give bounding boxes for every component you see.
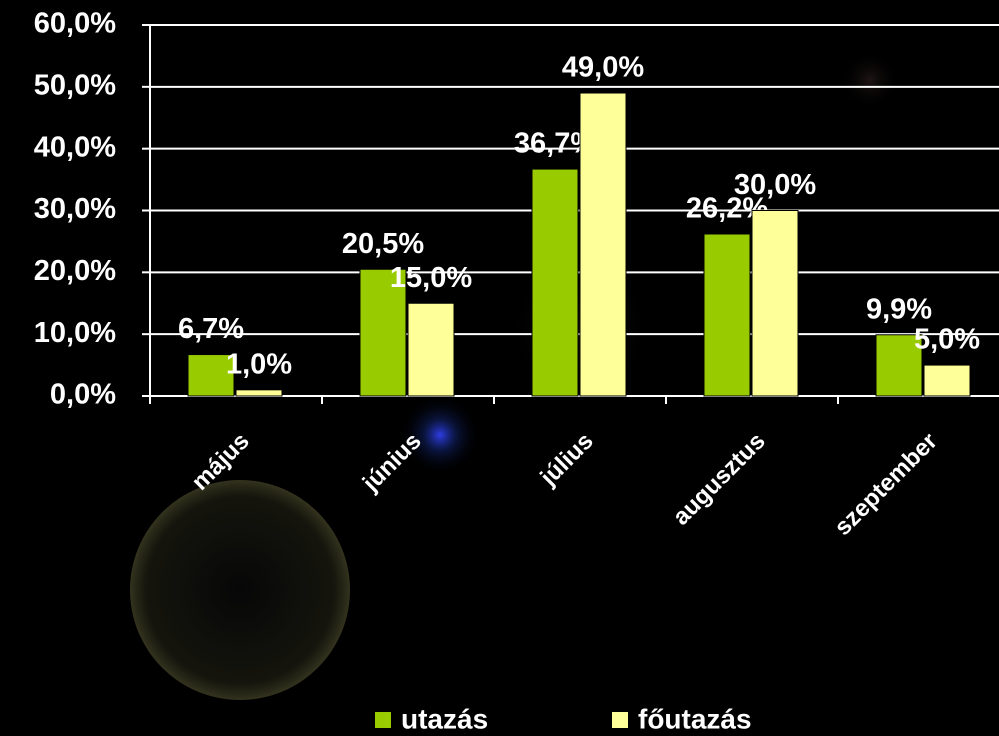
y-tick-label: 60,0% [34,8,116,40]
data-label: 49,0% [562,52,644,84]
y-tick-label: 10,0% [34,317,116,349]
bar [751,210,799,397]
bar [923,364,971,397]
plot: 0,0%10,0%20,0%30,0%40,0%50,0%60,0%május6… [34,8,999,734]
data-label: 30,0% [734,169,816,201]
bar [703,233,751,397]
legend-label: utazás [401,703,488,734]
bar [187,354,235,397]
data-label: 1,0% [226,348,292,380]
y-tick-label: 50,0% [34,69,116,101]
data-label: 9,9% [866,293,932,325]
bar [579,92,627,397]
data-label: 15,0% [390,262,472,294]
bar [531,168,579,397]
data-label: 5,0% [914,324,980,356]
y-tick-label: 20,0% [34,255,116,287]
bokeh [840,50,900,110]
y-tick-label: 0,0% [50,379,116,411]
bokeh [400,395,480,475]
bokeh [130,480,350,700]
y-tick-label: 40,0% [34,131,116,163]
data-label: 20,5% [342,228,424,260]
bar [407,302,455,397]
bar [875,334,923,397]
legend-label: főutazás [638,703,752,734]
legend-swatch [612,712,628,728]
bar [359,268,407,397]
legend-swatch [375,712,391,728]
data-label: 6,7% [178,313,244,345]
bar [235,389,283,397]
y-tick-label: 30,0% [34,193,116,225]
